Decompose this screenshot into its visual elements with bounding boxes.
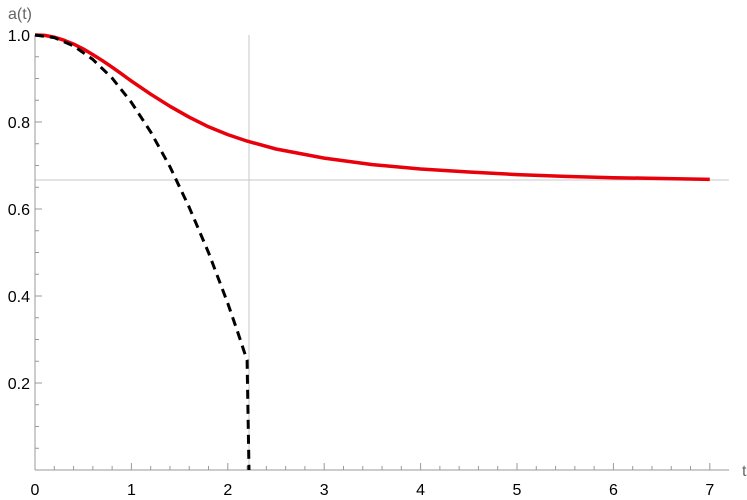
tick-labels: 0 1 2 3 4 5 6 7 0.2 0.4 0.6 0.8 1.0 <box>8 28 715 499</box>
axes <box>34 34 730 471</box>
dashed-curve <box>34 33 251 471</box>
x-tick-label: 4 <box>416 482 425 499</box>
y-tick-label: 0.8 <box>8 115 30 132</box>
y-tick-label: 0.6 <box>8 202 30 219</box>
x-tick-label: 1 <box>127 482 136 499</box>
reference-lines <box>35 35 730 470</box>
x-tick-label: 0 <box>31 482 40 499</box>
y-tick-label: 0.2 <box>8 376 30 393</box>
y-tick-label: 0.4 <box>8 289 30 306</box>
x-tick-label: 2 <box>223 482 232 499</box>
x-tick-label: 7 <box>705 482 714 499</box>
y-tick-label: 1.0 <box>8 28 30 45</box>
x-axis-label: t <box>742 463 747 480</box>
y-axis-label: a(t) <box>8 6 32 23</box>
solid-curve <box>34 33 710 182</box>
x-tick-label: 5 <box>513 482 522 499</box>
x-tick-label: 6 <box>609 482 618 499</box>
series-layer <box>34 33 710 471</box>
x-tick-label: 3 <box>320 482 329 499</box>
